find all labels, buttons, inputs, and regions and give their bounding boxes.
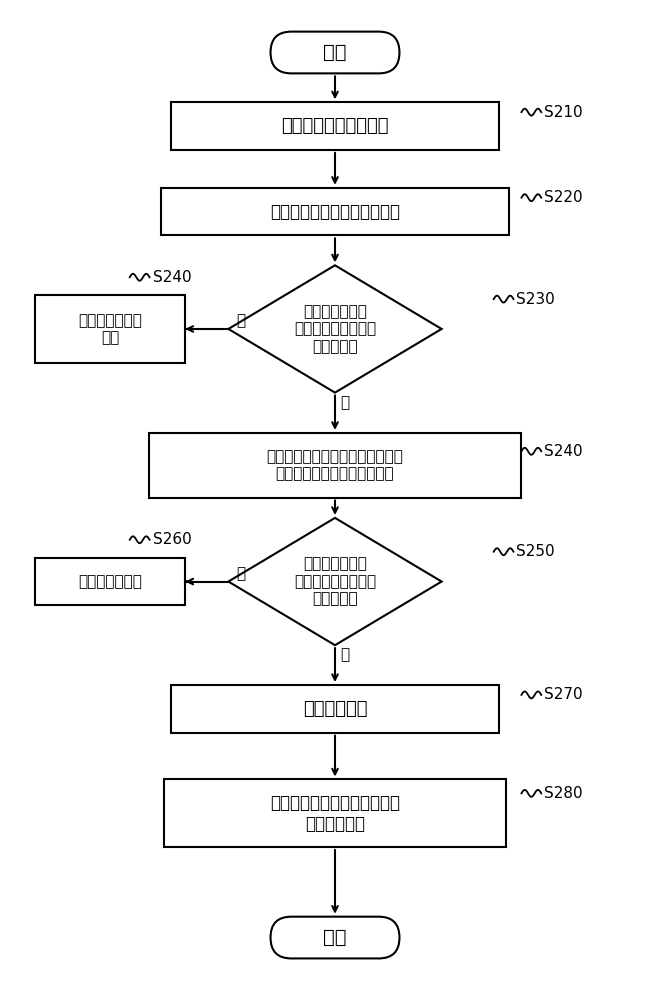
Text: S250: S250 bbox=[517, 544, 555, 559]
Polygon shape bbox=[228, 518, 442, 645]
Text: 是: 是 bbox=[237, 314, 245, 328]
Text: 开始: 开始 bbox=[323, 43, 347, 62]
Text: 否: 否 bbox=[340, 395, 349, 410]
Text: 计算井筒内气流初始压力分布: 计算井筒内气流初始压力分布 bbox=[270, 203, 400, 221]
Text: 识别出现差异的深度段，确定
积液液面深度: 识别出现差异的深度段，确定 积液液面深度 bbox=[270, 794, 400, 833]
Text: S280: S280 bbox=[544, 786, 583, 801]
Text: 页岩气井产水量
为零: 页岩气井产水量 为零 bbox=[78, 313, 142, 345]
Text: S230: S230 bbox=[517, 292, 555, 307]
Text: S210: S210 bbox=[544, 105, 583, 120]
Text: 获得现场气流压力分布: 获得现场气流压力分布 bbox=[281, 117, 389, 135]
Text: 否: 否 bbox=[340, 648, 349, 663]
Text: S270: S270 bbox=[544, 687, 583, 702]
Text: 是: 是 bbox=[237, 566, 245, 581]
Text: S240: S240 bbox=[153, 270, 191, 285]
Text: 井底存在积液: 井底存在积液 bbox=[303, 700, 367, 718]
FancyBboxPatch shape bbox=[271, 32, 399, 73]
Bar bbox=[172, 102, 498, 150]
Bar bbox=[164, 779, 506, 847]
Text: 计算井筒内气流修正压力分布，并
与现场气流压力分布进行拟合: 计算井筒内气流修正压力分布，并 与现场气流压力分布进行拟合 bbox=[267, 449, 403, 481]
Polygon shape bbox=[228, 265, 442, 393]
Text: 气流初始压力分
布与现场气流压力分
布是否相同: 气流初始压力分 布与现场气流压力分 布是否相同 bbox=[294, 304, 376, 354]
FancyBboxPatch shape bbox=[271, 917, 399, 958]
Bar bbox=[172, 685, 498, 733]
Text: S240: S240 bbox=[544, 444, 583, 459]
Text: S220: S220 bbox=[544, 190, 583, 205]
Text: 气流修正压力分
布与现场气流压力分
布是否相同: 气流修正压力分 布与现场气流压力分 布是否相同 bbox=[294, 557, 376, 606]
Bar bbox=[149, 433, 521, 498]
Text: 结束: 结束 bbox=[323, 928, 347, 947]
Bar bbox=[161, 188, 509, 235]
Text: 井底不存在积液: 井底不存在积液 bbox=[78, 574, 142, 589]
Bar bbox=[35, 295, 185, 363]
Text: S260: S260 bbox=[153, 532, 191, 547]
Bar bbox=[35, 558, 185, 605]
